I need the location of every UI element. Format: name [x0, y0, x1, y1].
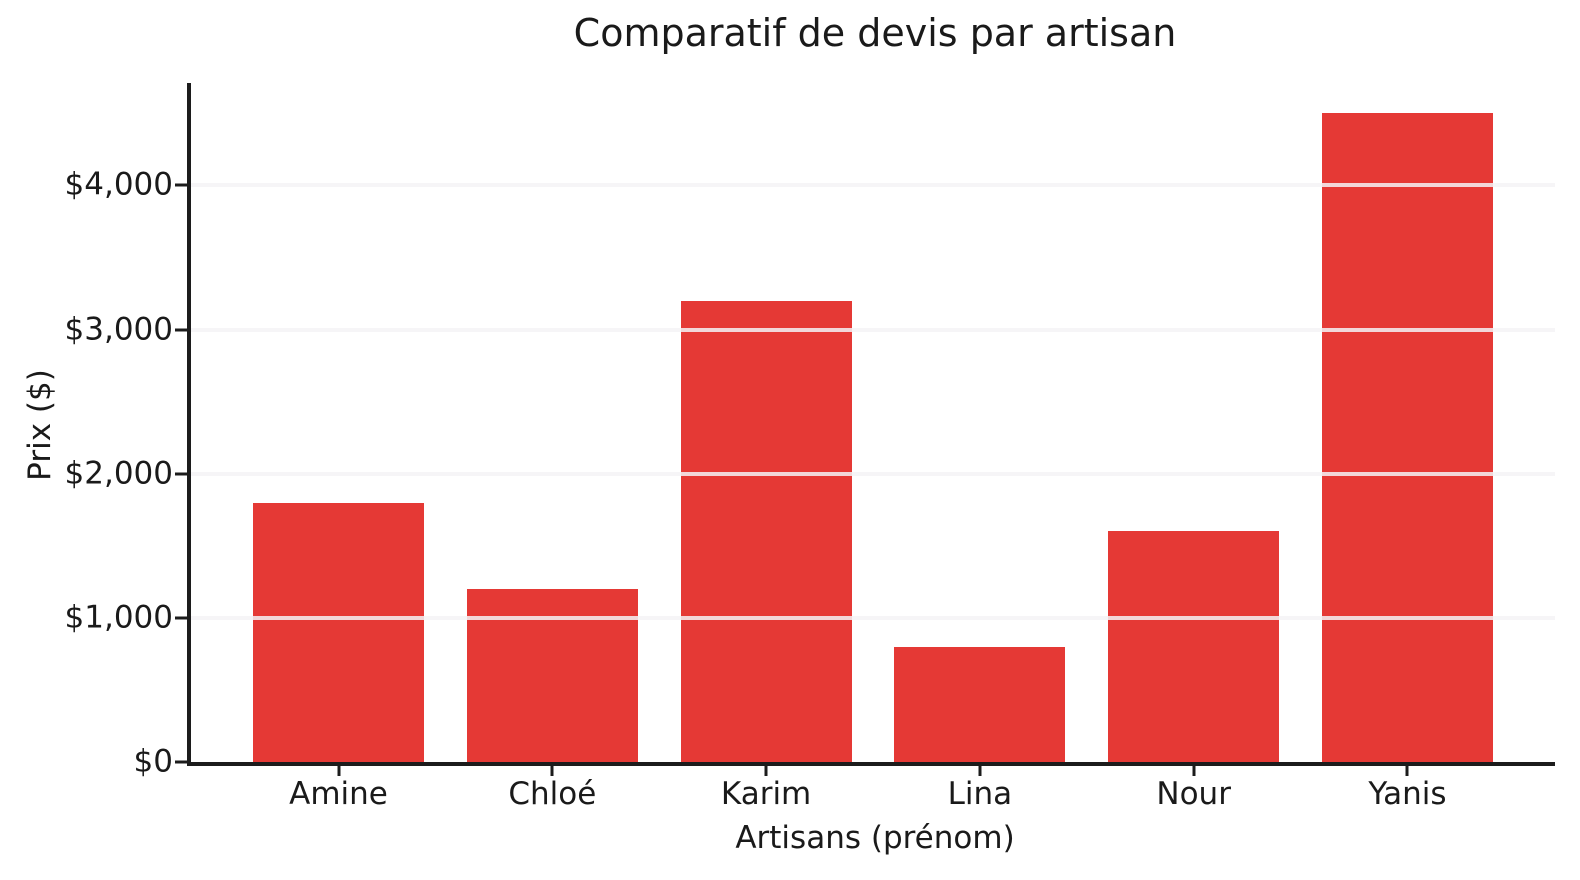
x-tick-chloe	[550, 766, 554, 776]
gridline-1000	[191, 615, 1555, 620]
y-tick-0	[175, 760, 187, 764]
y-tick-4000	[175, 183, 187, 187]
y-tick-label-1000: $1,000	[64, 599, 173, 636]
x-tick-label-amine: Amine	[289, 776, 388, 812]
bar-amine	[253, 502, 425, 762]
x-tick-amine	[337, 766, 341, 776]
x-tick-label-nour: Nour	[1156, 776, 1231, 812]
y-tick-2000	[175, 472, 187, 476]
x-tick-label-lina: Lina	[947, 776, 1013, 812]
x-tick-label-chloe: Chloé	[508, 776, 597, 812]
plot-area: $0 $1,000 $2,000 $3,000 $4,000 Amine Chloé Kari…	[65, 83, 1555, 812]
y-axis-label: Prix ($)	[22, 369, 58, 481]
y-tick-1000	[175, 616, 187, 620]
bar-lina	[894, 646, 1066, 762]
gridline-3000	[191, 327, 1555, 332]
x-axis-label: Artisans (prénom)	[735, 820, 1015, 856]
x-tick-label-karim: Karim	[720, 776, 812, 812]
y-tick-label-3000: $3,000	[64, 311, 173, 348]
y-tick-label-2000: $2,000	[64, 455, 173, 492]
bar-nour	[1108, 531, 1280, 762]
y-tick-label-4000: $4,000	[64, 166, 173, 203]
x-tick-karim	[764, 766, 768, 776]
y-tick-3000	[175, 328, 187, 332]
x-tick-nour	[1192, 766, 1196, 776]
bar-karim	[680, 300, 852, 762]
x-tick-lina	[978, 766, 982, 776]
y-tick-label-0: $0	[133, 743, 173, 780]
chart-title: Comparatif de devis par artisan	[573, 11, 1177, 55]
gridline-4000	[191, 183, 1555, 188]
x-tick-label-yanis: Yanis	[1368, 776, 1447, 812]
bar-yanis	[1321, 113, 1493, 762]
x-tick-yanis	[1405, 766, 1409, 776]
gridline-2000	[191, 471, 1555, 476]
